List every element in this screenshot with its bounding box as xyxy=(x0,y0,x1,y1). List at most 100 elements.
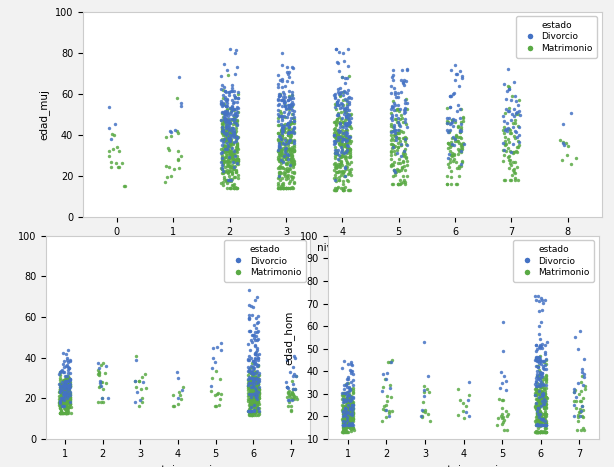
Point xyxy=(342,421,352,429)
Matrimonio xyxy=(217,155,227,162)
Matrimonio xyxy=(442,181,452,188)
Point xyxy=(343,405,353,412)
Matrimonio xyxy=(401,134,411,142)
Point xyxy=(541,400,551,408)
Point xyxy=(250,391,260,399)
Point xyxy=(248,382,258,390)
Point xyxy=(343,408,353,415)
Matrimonio xyxy=(287,118,297,126)
Point xyxy=(66,376,76,383)
Point xyxy=(65,357,75,365)
Divorcio xyxy=(282,113,292,120)
Divorcio xyxy=(499,146,509,153)
Point xyxy=(252,314,262,321)
Point xyxy=(343,410,353,418)
Matrimonio xyxy=(216,146,226,153)
Point xyxy=(101,379,111,387)
Divorcio xyxy=(283,140,293,147)
Point xyxy=(245,400,255,407)
Point xyxy=(56,392,66,400)
Point xyxy=(535,428,545,436)
Matrimonio xyxy=(335,127,344,134)
Point xyxy=(570,333,580,340)
Point xyxy=(345,416,355,423)
Matrimonio xyxy=(336,185,346,192)
Matrimonio xyxy=(279,126,289,133)
Matrimonio xyxy=(336,138,346,146)
Matrimonio xyxy=(330,106,340,113)
Divorcio xyxy=(342,136,352,143)
Point xyxy=(253,398,263,405)
Matrimonio xyxy=(504,164,514,171)
Point xyxy=(534,422,543,429)
Matrimonio xyxy=(286,130,296,138)
Point xyxy=(59,376,69,383)
Point xyxy=(64,384,74,392)
Divorcio xyxy=(280,93,290,101)
Matrimonio xyxy=(219,86,228,93)
Divorcio xyxy=(223,134,233,142)
Point xyxy=(540,396,550,403)
Divorcio xyxy=(445,92,455,99)
Matrimonio xyxy=(454,148,464,155)
Matrimonio xyxy=(119,183,129,190)
Matrimonio xyxy=(345,150,355,158)
Divorcio xyxy=(284,123,293,131)
Point xyxy=(62,382,72,389)
Point xyxy=(244,381,254,389)
Point xyxy=(244,353,254,360)
Divorcio xyxy=(510,78,519,85)
Point xyxy=(380,406,390,414)
Point xyxy=(58,403,68,410)
Matrimonio xyxy=(281,184,290,191)
Matrimonio xyxy=(225,165,235,172)
Matrimonio xyxy=(400,134,410,141)
Divorcio xyxy=(228,127,238,134)
Divorcio xyxy=(230,118,239,126)
Divorcio xyxy=(230,109,240,117)
Matrimonio xyxy=(341,126,351,133)
Point xyxy=(62,372,72,380)
Matrimonio xyxy=(231,113,241,120)
Point xyxy=(245,389,255,397)
Divorcio xyxy=(402,99,412,107)
Point xyxy=(286,390,295,397)
Matrimonio xyxy=(346,165,356,173)
Matrimonio xyxy=(287,150,297,157)
Point xyxy=(540,401,550,408)
Point xyxy=(249,407,258,414)
Point xyxy=(343,412,352,419)
Matrimonio xyxy=(233,157,243,165)
Point xyxy=(534,420,543,427)
Divorcio xyxy=(443,155,453,162)
Point xyxy=(247,386,257,394)
Point xyxy=(207,374,217,382)
Point xyxy=(538,401,548,409)
Divorcio xyxy=(221,131,231,138)
Point xyxy=(93,367,103,374)
Point xyxy=(342,389,352,396)
Point xyxy=(250,404,260,412)
Divorcio xyxy=(278,93,288,101)
Point xyxy=(540,412,550,420)
Divorcio xyxy=(499,112,508,120)
Point xyxy=(338,405,348,413)
Point xyxy=(530,385,540,393)
Point xyxy=(347,361,357,368)
Point xyxy=(346,413,356,420)
Point xyxy=(173,395,183,402)
Matrimonio xyxy=(275,184,285,192)
Matrimonio xyxy=(273,156,283,163)
Point xyxy=(339,396,349,404)
Point xyxy=(61,386,71,393)
Matrimonio xyxy=(273,130,282,137)
Matrimonio xyxy=(332,120,341,127)
Point xyxy=(535,429,545,436)
Matrimonio xyxy=(219,159,229,166)
Point xyxy=(251,333,261,340)
Matrimonio xyxy=(281,147,290,155)
Matrimonio xyxy=(217,127,227,134)
Point xyxy=(542,375,551,382)
Divorcio xyxy=(289,113,299,120)
Point xyxy=(95,377,105,385)
